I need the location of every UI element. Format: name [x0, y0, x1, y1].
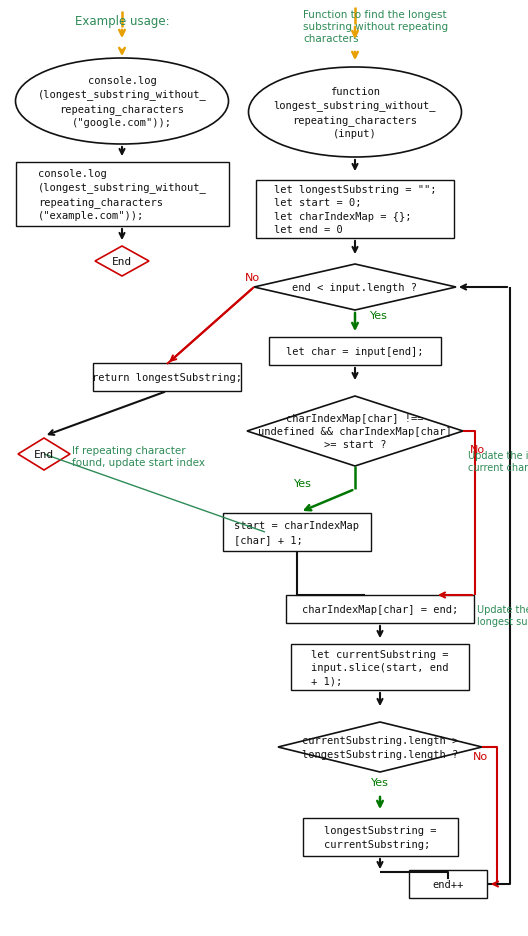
Text: charIndexMap[char] = end;: charIndexMap[char] = end;: [302, 605, 458, 614]
Text: Update the index of the
current character: Update the index of the current characte…: [468, 451, 528, 473]
Text: let currentSubstring =
input.slice(start, end
+ 1);: let currentSubstring = input.slice(start…: [311, 649, 449, 685]
Text: start = charIndexMap
[char] + 1;: start = charIndexMap [char] + 1;: [234, 520, 360, 544]
FancyBboxPatch shape: [256, 181, 454, 239]
Text: Example usage:: Example usage:: [74, 16, 169, 28]
Text: end++: end++: [432, 879, 464, 889]
Text: No: No: [473, 752, 488, 761]
FancyBboxPatch shape: [269, 338, 441, 366]
Polygon shape: [247, 397, 463, 466]
Text: No: No: [470, 445, 485, 455]
Text: Yes: Yes: [294, 478, 312, 489]
Ellipse shape: [249, 68, 461, 158]
Text: If repeating character
found, update start index: If repeating character found, update sta…: [72, 446, 205, 467]
Text: console.log
(longest_substring_without_
repeating_characters
("google.com"));: console.log (longest_substring_without_ …: [37, 76, 206, 127]
Text: function
longest_substring_without_
repeating_characters
(input): function longest_substring_without_ repe…: [274, 87, 436, 139]
FancyBboxPatch shape: [303, 818, 457, 856]
FancyBboxPatch shape: [223, 514, 371, 551]
Polygon shape: [95, 247, 149, 277]
Text: End: End: [34, 449, 54, 460]
Text: let char = input[end];: let char = input[end];: [286, 346, 424, 357]
FancyBboxPatch shape: [409, 870, 487, 898]
Text: longestSubstring =
currentSubstring;: longestSubstring = currentSubstring;: [324, 826, 436, 849]
Text: console.log
(longest_substring_without_
repeating_characters
("example.com"));: console.log (longest_substring_without_ …: [37, 169, 206, 221]
Text: Function to find the longest
substring without repeating
characters: Function to find the longest substring w…: [303, 10, 448, 44]
Text: return longestSubstring;: return longestSubstring;: [92, 373, 242, 383]
Polygon shape: [18, 439, 70, 471]
Text: charIndexMap[char] !==
undefined && charIndexMap[char]
>= start ?: charIndexMap[char] !== undefined && char…: [258, 414, 452, 449]
Text: currentSubstring.length >
longestSubstring.length ?: currentSubstring.length > longestSubstri…: [302, 736, 458, 759]
FancyBboxPatch shape: [286, 595, 474, 623]
Text: Yes: Yes: [371, 777, 389, 787]
Text: Yes: Yes: [370, 311, 388, 321]
FancyBboxPatch shape: [93, 363, 241, 391]
Polygon shape: [254, 265, 456, 311]
Text: End: End: [112, 256, 132, 267]
Text: Update the
longest substring: Update the longest substring: [477, 605, 528, 626]
FancyBboxPatch shape: [15, 163, 229, 227]
FancyBboxPatch shape: [291, 644, 469, 690]
Text: No: No: [244, 272, 260, 283]
Ellipse shape: [15, 59, 229, 145]
Text: let longestSubstring = "";
let start = 0;
let charIndexMap = {};
let end = 0: let longestSubstring = ""; let start = 0…: [274, 185, 436, 235]
Polygon shape: [278, 723, 482, 772]
Text: end < input.length ?: end < input.length ?: [293, 283, 418, 293]
